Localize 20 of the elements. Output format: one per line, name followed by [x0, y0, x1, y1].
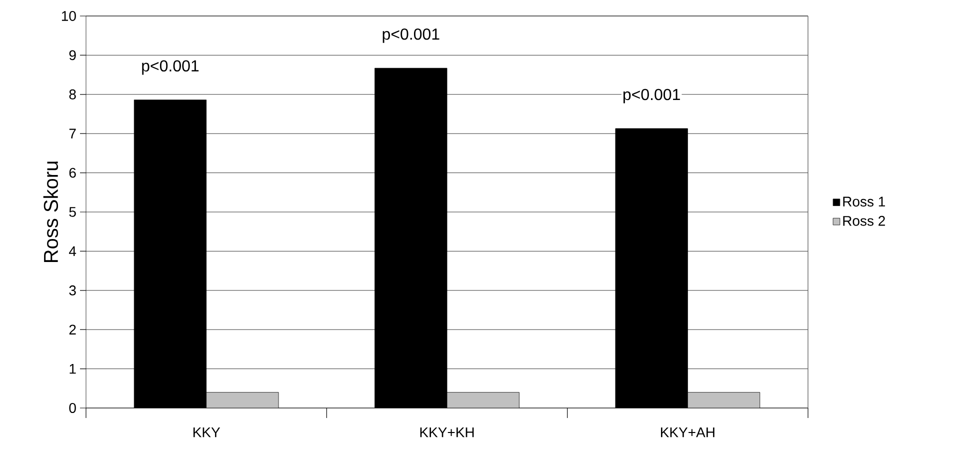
x-tick-label: KKY+AH	[660, 428, 714, 438]
y-tick-label: 7	[69, 128, 76, 138]
annotation: p<0.001	[382, 28, 440, 43]
annotation: p<0.001	[623, 88, 680, 104]
annotation: p<0.001	[142, 60, 199, 75]
y-tick-label: 1	[70, 364, 76, 374]
y-tick-label: 6	[69, 168, 76, 178]
y-tick-label: 3	[69, 285, 76, 296]
y-tick-label: 0	[69, 403, 76, 413]
y-tick-label: 4	[68, 246, 76, 256]
x-tick-label: KKY	[193, 428, 220, 438]
legend-label: Ross 2	[843, 216, 885, 226]
y-tick-label: 8	[69, 89, 76, 100]
y-tick-label: 2	[69, 324, 76, 334]
y-tick-label: 5	[69, 207, 76, 217]
y-axis-title: Ross Skoru	[43, 162, 58, 262]
x-tick-label: KKY+KH	[420, 428, 474, 438]
y-tick-label: 10	[62, 11, 76, 21]
y-tick-label: 9	[69, 50, 76, 60]
legend-label: Ross 1	[843, 196, 885, 207]
